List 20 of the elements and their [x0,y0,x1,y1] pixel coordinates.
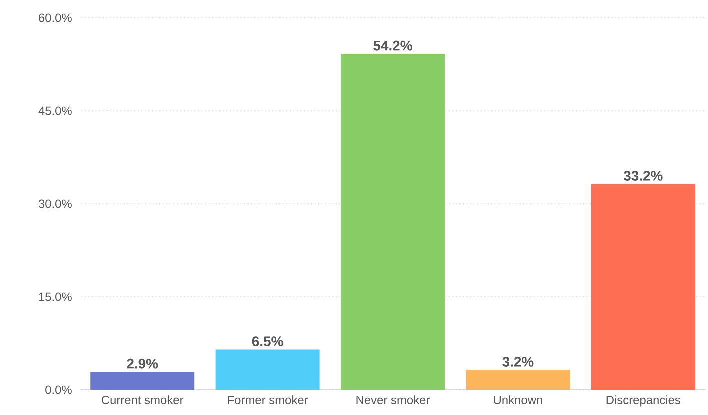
y-tick-label: 15.0% [39,292,72,302]
bar [466,370,570,390]
data-label: 2.9% [127,358,158,369]
y-tick-label: 60.0% [39,14,72,22]
y-tick-label: 30.0% [38,200,72,208]
x-tick-label: Former smoker [228,396,308,404]
bar [216,350,320,390]
x-tick-label: Discrepancies [606,396,680,407]
y-tick-label: 0.0% [46,386,72,394]
bar [90,372,195,390]
x-tick-label: Unknown [494,396,542,404]
bar [341,54,446,390]
bar [591,184,696,390]
y-tick-label: 45.0% [38,106,72,116]
data-label: 6.5% [252,336,284,347]
x-tick-label: Current smoker [102,396,184,404]
x-tick-label: Never smoker [356,396,430,404]
data-label: 33.2% [624,171,663,181]
data-label: 54.2% [374,40,412,51]
data-label: 3.2% [502,357,534,367]
